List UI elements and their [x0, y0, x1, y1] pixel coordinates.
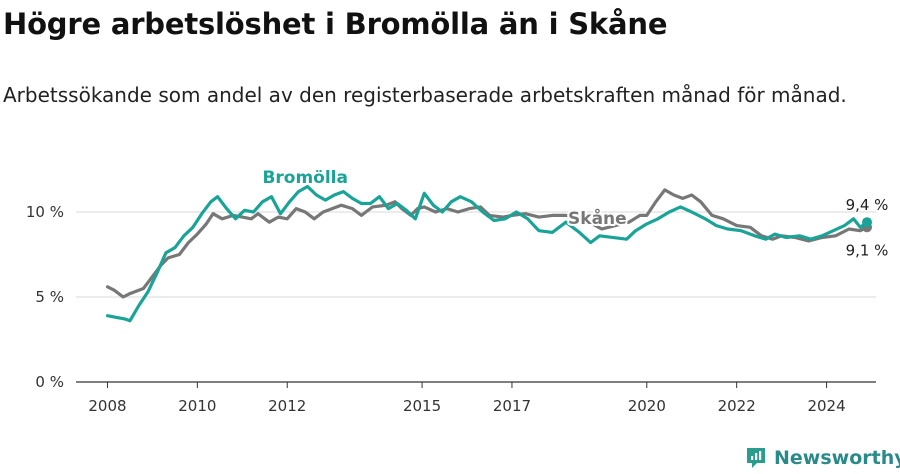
x-tick-label: 2010 [178, 397, 216, 415]
x-tick-label: 2015 [403, 397, 441, 415]
y-tick-label: 5 % [35, 288, 64, 306]
end-value-label-bromölla: 9,4 % [846, 196, 889, 214]
x-tick-label: 2022 [718, 397, 756, 415]
gridlines [76, 211, 876, 298]
newsworthy-logo-icon [747, 448, 765, 468]
axes: 0 % 5 % 10 % 2008 2010 2012 2015 2017 2020 2022 20… [26, 203, 876, 415]
y-tick-label: 10 % [26, 203, 64, 221]
chart-labels: Skåne Bromölla 9,1 % 9,4 % [260, 166, 890, 261]
x-tick-label: 2017 [493, 397, 531, 415]
y-tick-label: 0 % [35, 373, 64, 391]
series-line-bromölla [105, 184, 869, 323]
series-label-skåne: Skåne [568, 207, 627, 229]
x-tick-label: 2024 [807, 397, 845, 415]
x-tick-label: 2008 [88, 397, 126, 415]
series-lines [105, 184, 873, 323]
end-value-label-skåne: 9,1 % [846, 241, 889, 259]
chart-subtitle: Arbetssökande som andel av den registerb… [3, 83, 847, 107]
x-tick-label: 2020 [628, 397, 666, 415]
chart-title: Högre arbetslöshet i Bromölla än i Skåne [3, 7, 668, 41]
brand-logo: Newsworthy [744, 443, 900, 473]
series-end-point-bromölla [862, 217, 873, 228]
brand-name: Newsworthy [774, 447, 900, 469]
series-label-bromölla: Bromölla [262, 168, 348, 188]
series-line-skåne [105, 188, 869, 299]
x-tick-label: 2012 [268, 397, 306, 415]
